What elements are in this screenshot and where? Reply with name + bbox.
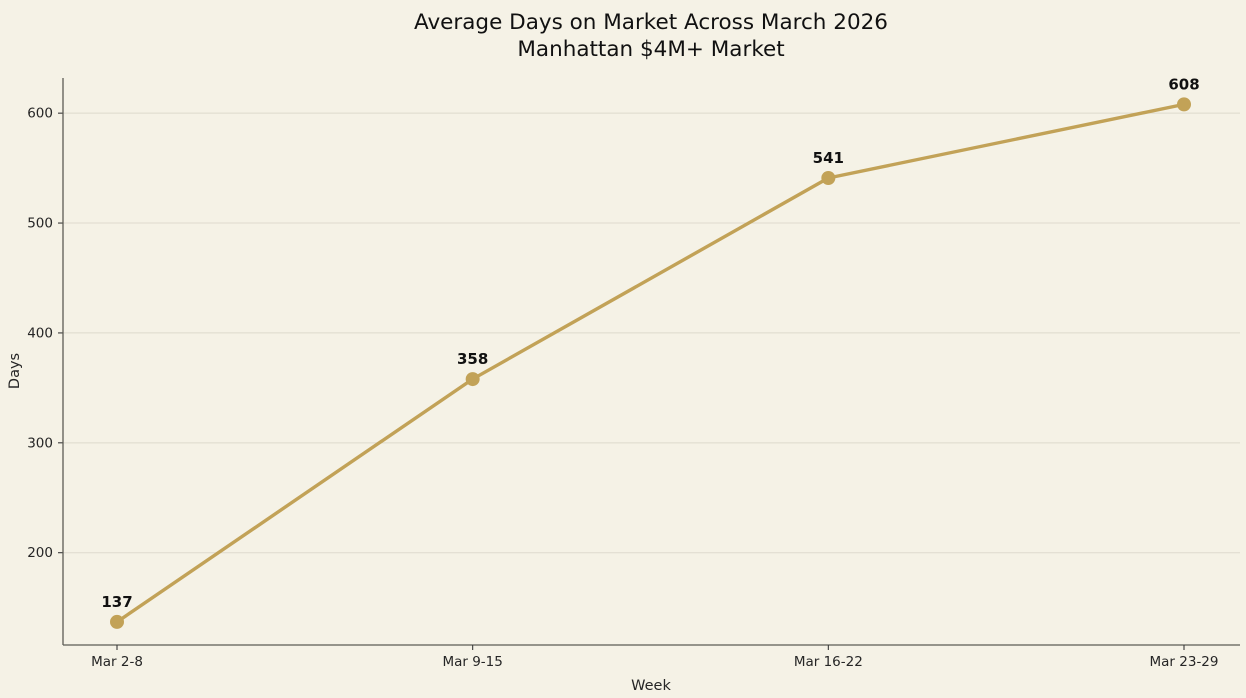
data-point-label: 137 bbox=[101, 593, 132, 611]
chart-title-line2: Manhattan $4M+ Market bbox=[517, 37, 784, 62]
data-point-marker bbox=[110, 614, 124, 629]
y-tick-label: 400 bbox=[27, 325, 53, 341]
x-tick-label: Mar 2-8 bbox=[91, 654, 143, 670]
series-line bbox=[115, 102, 1186, 624]
x-tick-label: Mar 16-22 bbox=[794, 654, 863, 670]
data-point-marker bbox=[821, 170, 836, 185]
y-tick-label: 200 bbox=[27, 545, 53, 561]
data-point-label: 541 bbox=[813, 149, 844, 167]
y-tick-label: 500 bbox=[27, 216, 53, 232]
x-axis-label: Week bbox=[631, 678, 671, 694]
x-tick-label: Mar 23-29 bbox=[1150, 654, 1219, 670]
data-point-label: 608 bbox=[1168, 75, 1199, 93]
data-point-label: 358 bbox=[457, 350, 488, 368]
data-point-marker bbox=[465, 372, 480, 387]
axes: 200 300 400 500 600 Mar 2-8 Mar 9-15 Mar 16-22 M… bbox=[27, 78, 1240, 670]
gridlines bbox=[63, 112, 1240, 554]
data-point-labels: 137 358 541 608 bbox=[101, 75, 1199, 611]
y-tick-label: 600 bbox=[27, 106, 53, 122]
data-series bbox=[110, 97, 1191, 629]
y-tick-label: 300 bbox=[27, 435, 53, 451]
y-axis-label: Days bbox=[7, 353, 23, 389]
x-tick-label: Mar 9-15 bbox=[442, 654, 502, 670]
chart-title-line1: Average Days on Market Across March 2026 bbox=[414, 10, 888, 35]
data-point-marker bbox=[1177, 97, 1191, 112]
